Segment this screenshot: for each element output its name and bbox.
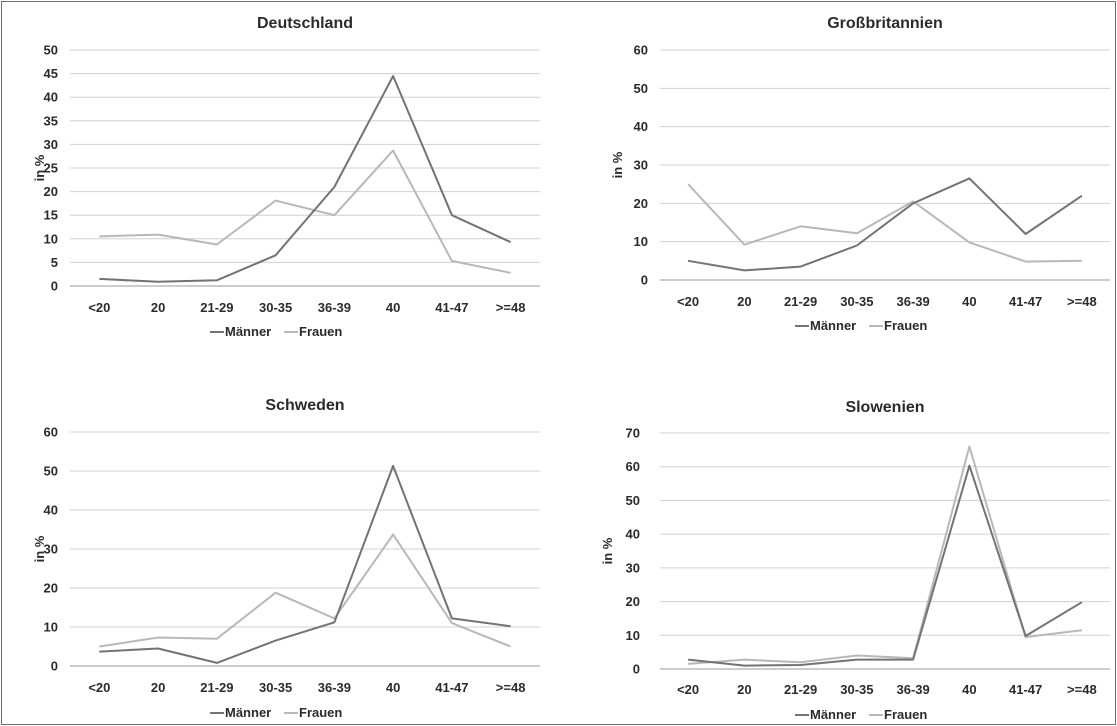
y-tick-label: 40 (44, 90, 58, 105)
y-tick-label: 70 (626, 426, 640, 441)
x-tick-label: 40 (386, 300, 400, 315)
y-tick-label: 10 (634, 234, 648, 249)
series-line-frauen (99, 149, 511, 274)
y-tick-label: 50 (44, 464, 58, 479)
x-tick-label: >=48 (496, 300, 526, 315)
chart-panel-1: Großbritannien in % 0 10 20 30 40 50 60 <20 20 21-2… (610, 15, 1110, 333)
y-tick-label: 45 (44, 66, 58, 81)
x-tick-label: 30-35 (840, 682, 873, 697)
y-tick-label: 30 (626, 560, 640, 575)
y-tick-label: 50 (634, 81, 648, 96)
y-tick-label: 10 (626, 628, 640, 643)
x-tick-label: 40 (962, 682, 976, 697)
legend: Männer Frauen (795, 707, 927, 722)
y-axis-label: in % (600, 537, 615, 564)
y-axis-label: in % (32, 535, 47, 562)
legend: Männer Frauen (795, 318, 927, 333)
y-tick-label: 60 (44, 425, 58, 440)
legend-label: Frauen (299, 705, 342, 720)
x-tick-label: 36-39 (318, 680, 351, 695)
y-tick-label: 5 (51, 255, 58, 270)
x-tick-label: 21-29 (200, 680, 233, 695)
y-tick-label: 20 (44, 581, 58, 596)
chart-title: Großbritannien (827, 15, 943, 32)
x-tick-label: 20 (737, 294, 751, 309)
x-tick-label: >=48 (1067, 294, 1097, 309)
x-tick-label: <20 (88, 300, 110, 315)
x-tick-label: <20 (677, 294, 699, 309)
x-tick-label: 36-39 (897, 682, 930, 697)
chart-title: Deutschland (257, 15, 353, 32)
x-tick-label: 20 (151, 300, 165, 315)
x-tick-label: 21-29 (200, 300, 233, 315)
x-tick-label: 30-35 (840, 294, 873, 309)
y-tick-label: 25 (44, 161, 58, 176)
series-line-maenner (99, 75, 512, 283)
series-line-maenner (687, 464, 1083, 667)
y-tick-label: 35 (44, 113, 58, 128)
x-tick-label: 21-29 (784, 294, 817, 309)
y-tick-label: 0 (51, 659, 58, 674)
x-tick-label: 30-35 (259, 300, 292, 315)
y-tick-label: 40 (44, 503, 58, 518)
y-axis-label: in % (32, 154, 47, 181)
y-tick-label: 30 (44, 137, 58, 152)
y-tick-label: 60 (626, 459, 640, 474)
chart-panel-2: Schweden in % 0 10 20 30 40 50 60 <20 20 21-29 30-35… (32, 397, 540, 720)
legend-label: Männer (810, 318, 856, 333)
y-tick-label: 50 (44, 43, 58, 58)
y-tick-label: 0 (641, 273, 648, 288)
x-tick-label: >=48 (1067, 682, 1097, 697)
series-line-maenner (99, 464, 511, 664)
series-line-frauen (687, 183, 1082, 263)
y-tick-label: 60 (634, 43, 648, 58)
x-tick-label: 40 (962, 294, 976, 309)
series-line-frauen (99, 533, 511, 648)
x-tick-label: 21-29 (784, 682, 817, 697)
x-tick-label: 41-47 (435, 300, 468, 315)
series-line-maenner (687, 177, 1083, 272)
x-tick-label: 41-47 (1009, 682, 1042, 697)
x-tick-label: 20 (151, 680, 165, 695)
y-tick-label: 10 (44, 231, 58, 246)
y-tick-label: 0 (633, 662, 640, 677)
x-tick-label: 41-47 (435, 680, 468, 695)
chart-title: Schweden (265, 397, 344, 414)
y-tick-label: 30 (634, 158, 648, 173)
legend: Männer Frauen (210, 324, 342, 339)
legend-label: Männer (225, 324, 271, 339)
y-tick-label: 20 (626, 594, 640, 609)
y-tick-label: 15 (44, 208, 58, 223)
x-tick-label: 36-39 (318, 300, 351, 315)
chart-panel-0: Deutschland in % 0 5 10 15 20 25 30 35 40 45 50 <20 20… (32, 15, 540, 339)
y-tick-label: 20 (44, 184, 58, 199)
legend-label: Frauen (884, 318, 927, 333)
x-tick-label: <20 (677, 682, 699, 697)
x-tick-label: >=48 (496, 680, 526, 695)
y-tick-label: 0 (51, 279, 58, 294)
legend-label: Frauen (299, 324, 342, 339)
legend-label: Frauen (884, 707, 927, 722)
y-tick-label: 50 (626, 493, 640, 508)
x-tick-label: 30-35 (259, 680, 292, 695)
chart-panel-3: Slowenien in % 0 10 20 30 40 50 60 70 <20 20 21-29 30… (600, 399, 1110, 722)
y-tick-label: 20 (634, 196, 648, 211)
y-tick-label: 10 (44, 620, 58, 635)
legend: Männer Frauen (210, 705, 342, 720)
x-tick-label: <20 (88, 680, 110, 695)
x-tick-label: 41-47 (1009, 294, 1042, 309)
x-tick-label: 20 (737, 682, 751, 697)
y-tick-label: 40 (626, 527, 640, 542)
y-tick-label: 40 (634, 119, 648, 134)
x-tick-label: 36-39 (897, 294, 930, 309)
legend-label: Männer (225, 705, 271, 720)
y-axis-label: in % (610, 151, 625, 178)
y-tick-label: 30 (44, 542, 58, 557)
legend-label: Männer (810, 707, 856, 722)
chart-title: Slowenien (845, 399, 924, 416)
x-tick-label: 40 (386, 680, 400, 695)
series-line-frauen (688, 445, 1083, 665)
